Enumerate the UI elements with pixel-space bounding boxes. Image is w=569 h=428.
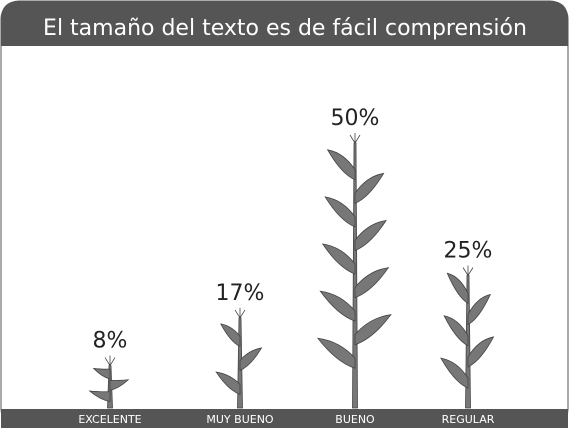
- leaf: [354, 267, 390, 299]
- leaf: [316, 337, 356, 369]
- plant: [440, 265, 495, 409]
- leaf: [354, 219, 387, 252]
- category-label: MUY BUENO: [206, 413, 274, 426]
- leaf: [467, 336, 495, 368]
- tassel: [462, 265, 474, 276]
- leaf: [354, 172, 385, 204]
- value-label: 25%: [444, 239, 493, 264]
- tassel: [104, 355, 116, 366]
- leaf: [215, 371, 241, 396]
- leaf: [92, 367, 111, 380]
- leaf: [321, 243, 356, 275]
- leaf: [109, 379, 130, 391]
- leaf: [324, 196, 356, 228]
- leaf: [326, 149, 356, 181]
- leaf: [443, 315, 469, 347]
- value-label: 17%: [216, 281, 265, 306]
- leaf: [467, 293, 491, 326]
- tassel: [234, 307, 246, 319]
- leaf: [220, 323, 241, 348]
- leaf: [239, 347, 263, 372]
- plant: [88, 355, 130, 409]
- tassel: [349, 133, 361, 144]
- footer-band: [1, 409, 568, 428]
- leaf: [354, 314, 392, 346]
- leaf: [88, 390, 111, 403]
- category-label: REGULAR: [442, 413, 495, 426]
- leaf: [440, 357, 469, 389]
- value-label: 50%: [331, 106, 380, 131]
- plant: [215, 307, 263, 409]
- category-label: BUENO: [335, 413, 375, 426]
- plant: [316, 133, 392, 409]
- chart-title: El tamaño del texto es de fácil comprens…: [43, 16, 527, 41]
- value-label: 8%: [93, 329, 128, 354]
- category-label: EXCELENTE: [78, 413, 141, 426]
- leaf: [319, 290, 356, 322]
- header-band: [1, 1, 568, 46]
- leaf: [446, 272, 469, 305]
